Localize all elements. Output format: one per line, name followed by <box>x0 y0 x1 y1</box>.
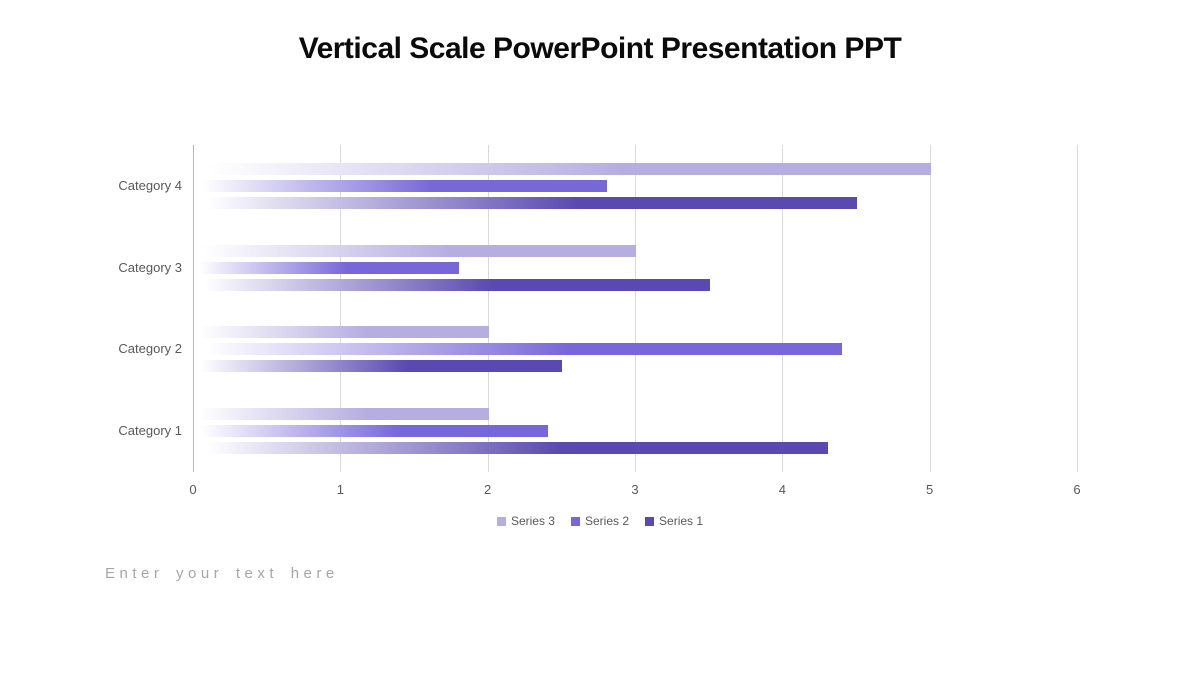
bar-series-3-category-4 <box>194 162 931 175</box>
bar-series-1-category-3 <box>194 278 710 291</box>
bar-series-3-category-1 <box>194 408 489 421</box>
gridline-2 <box>487 145 489 472</box>
gridline-5 <box>929 145 931 472</box>
category-label-category-4: Category 4 <box>118 177 182 193</box>
gridline-1 <box>340 145 342 472</box>
x-tick-label-0: 0 <box>189 482 197 497</box>
legend-item-series-3: Series 3 <box>496 514 555 528</box>
x-tick-label-1: 1 <box>336 482 344 497</box>
gridline-3 <box>635 145 636 472</box>
chart-legend: Series 3 Series 2 Series 1 <box>0 514 1200 528</box>
x-tick-label-4: 4 <box>778 482 786 497</box>
bar-series-2-category-4 <box>194 179 607 192</box>
y-axis-line <box>193 145 194 472</box>
gridline-6 <box>1077 145 1078 472</box>
bar-series-1-category-4 <box>194 196 857 209</box>
bar-series-2-category-3 <box>194 261 460 274</box>
bar-series-1-category-1 <box>194 442 828 455</box>
legend-label-series-1: Series 1 <box>659 514 704 528</box>
legend-label-series-3: Series 3 <box>510 514 555 528</box>
bar-series-3-category-2 <box>194 326 489 339</box>
legend-marker-series-2 <box>570 516 580 526</box>
x-tick-label-2: 2 <box>484 482 492 497</box>
slide-title: Vertical Scale PowerPoint Presentation P… <box>298 32 902 65</box>
category-label-category-3: Category 3 <box>118 259 182 275</box>
legend-item-series-1: Series 1 <box>645 514 703 528</box>
bar-series-3-category-3 <box>194 244 636 257</box>
bar-series-1-category-2 <box>194 360 563 373</box>
legend-marker-series-3 <box>496 516 506 526</box>
x-tick-label-3: 3 <box>631 482 639 497</box>
legend-label-series-2: Series 2 <box>584 514 630 528</box>
legend-item-series-2: Series 2 <box>570 514 630 528</box>
gridline-4 <box>782 145 784 472</box>
x-tick-label-6: 6 <box>1073 482 1081 497</box>
x-tick-label-5: 5 <box>926 482 934 497</box>
bar-series-2-category-2 <box>194 343 843 356</box>
category-label-category-2: Category 2 <box>118 341 182 357</box>
text-placeholder[interactable]: Enter your text here <box>105 565 339 582</box>
bar-series-2-category-1 <box>194 425 548 438</box>
legend-marker-series-1 <box>645 516 655 526</box>
category-label-category-1: Category 1 <box>118 423 182 439</box>
